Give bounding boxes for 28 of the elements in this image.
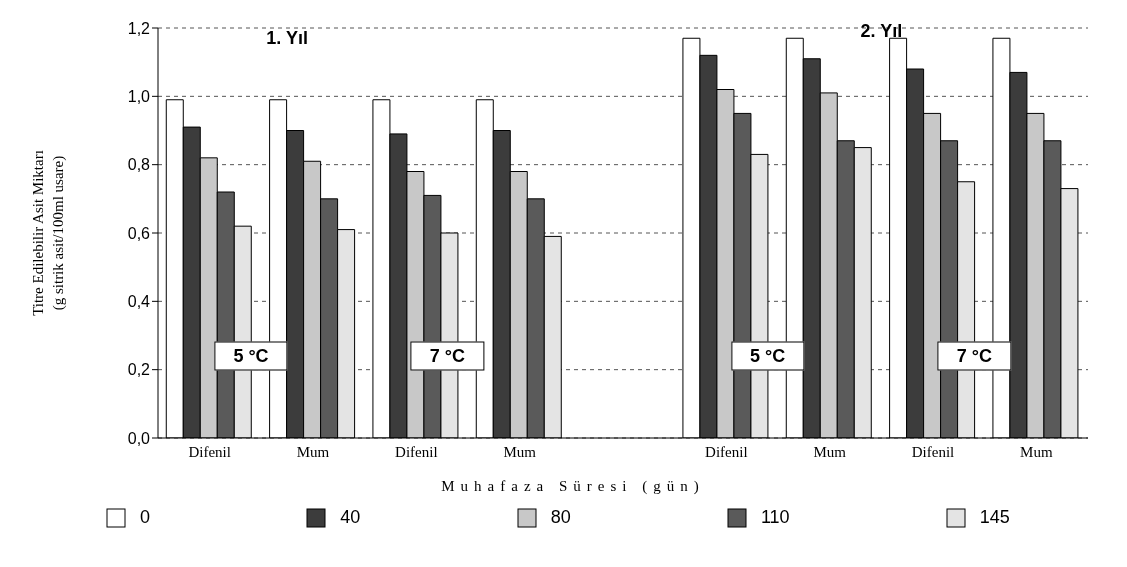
y-tick-label: 0,2 <box>127 361 151 379</box>
y-axis-title: Titre Edilebilir Asit Miktarı (g sitrik asit/100ml usare) <box>29 150 67 316</box>
y-tick-label: 0,0 <box>127 429 151 447</box>
x-tick-label: Difenil <box>188 443 231 460</box>
y-tick-label: 0,6 <box>127 224 151 242</box>
x-tick-label: Mum <box>296 443 330 460</box>
x-tick-label: Difenil <box>705 443 748 460</box>
legend-label: 110 <box>760 507 790 528</box>
legend-label: 40 <box>340 507 361 528</box>
y-tick-label: 1,0 <box>127 88 151 106</box>
x-tick-label: Mum <box>1020 443 1053 460</box>
annotation: 1. Yıl <box>266 27 309 49</box>
x-tick-label: Mum <box>813 443 847 460</box>
y-tick-label: 0,8 <box>127 156 151 174</box>
legend-label: 80 <box>550 507 571 528</box>
x-tick-label: Mum <box>503 443 537 460</box>
y-tick-label: 1,2 <box>127 19 151 37</box>
legend-label: 0 <box>140 507 151 528</box>
x-axis-title: Muhafaza Süresi (gün) <box>440 478 706 495</box>
legend-label: 145 <box>979 507 1010 528</box>
x-tick-label: Difenil <box>911 443 955 460</box>
y-tick-label: 0,4 <box>127 293 151 311</box>
annotation: 5 °C <box>731 341 805 371</box>
annotation: 2. Yıl <box>860 20 903 42</box>
x-tick-label: Difenil <box>395 443 438 460</box>
annotation: 5 °C <box>214 341 288 371</box>
annotation: 7 °C <box>937 341 1011 371</box>
annotation: 7 °C <box>410 341 484 371</box>
